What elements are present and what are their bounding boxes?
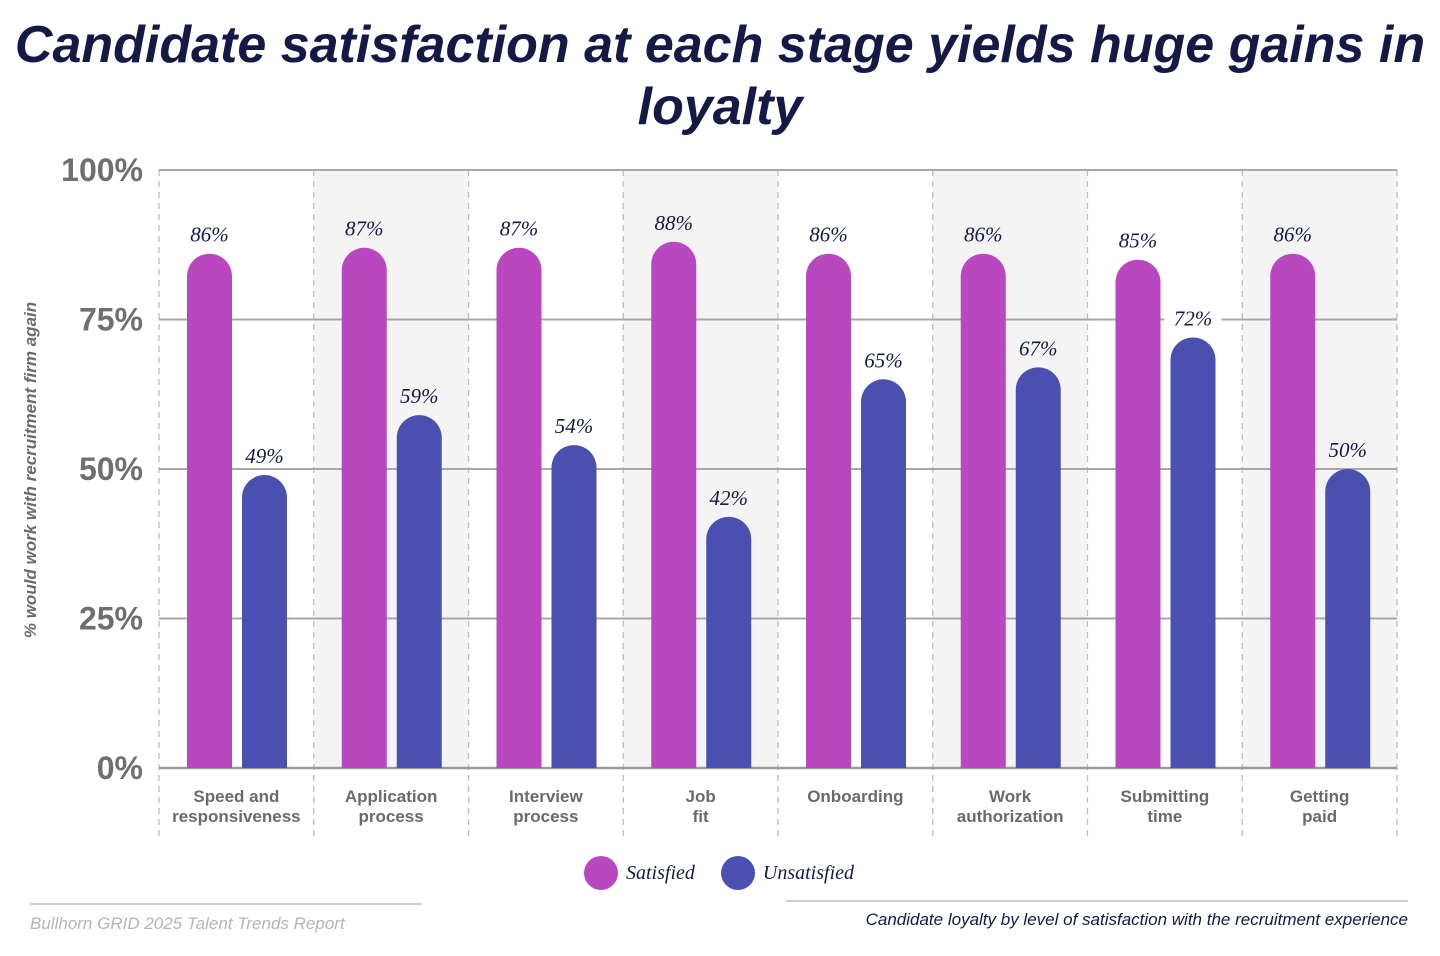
source-note: Bullhorn GRID 2025 Talent Trends Report [30,914,345,933]
y-tick-label: 50% [79,451,143,487]
x-tick-label: Speed and [193,787,279,806]
bar-satisfied [341,247,387,769]
data-label-bg [1109,229,1167,252]
data-label-bg [1319,439,1377,461]
bar-unsatisfied [396,415,442,768]
y-tick-label: 100% [61,152,143,188]
x-tick-label: authorization [957,807,1064,826]
data-label-bg [545,415,603,438]
legend-swatch-unsatisfied [720,856,755,890]
data-label: 67% [1019,336,1058,360]
data-label: 86% [190,223,229,247]
data-label: 87% [345,217,384,241]
bar-satisfied [1270,253,1316,769]
bar-satisfied [806,253,851,769]
x-tick-label: time [1147,807,1182,826]
data-label: 86% [1274,223,1313,247]
chart-caption: Candidate loyalty by level of satisfacti… [865,910,1408,929]
data-label: 86% [964,223,1003,247]
legend-swatch-satisfied [584,856,618,890]
bar-unsatisfied [1170,337,1216,768]
data-label-bg [1264,223,1322,246]
legend-label-unsatisfied: Unsatisfied [762,861,855,884]
bar-unsatisfied [861,379,906,768]
bar-unsatisfied [242,474,287,768]
bar-satisfied [960,253,1006,769]
y-tick-label: 0% [97,750,143,786]
data-label-bg [390,385,448,408]
bar-satisfied [496,247,542,769]
x-tick-label: paid [1302,807,1337,826]
data-label: 86% [809,223,848,247]
bar-unsatisfied [1015,367,1061,768]
bar-unsatisfied [1325,469,1371,768]
footer-rule-left [30,903,422,905]
data-label: 88% [655,211,694,235]
data-label: 65% [864,348,903,372]
x-tick-label: Submitting [1120,787,1209,806]
data-label-bg [1164,307,1222,330]
data-label: 85% [1119,229,1158,253]
y-tick-label: 75% [79,302,143,338]
chart-title: Candidate satisfaction at each stage yie… [14,16,1426,136]
bar-satisfied [1115,259,1161,768]
data-label: 87% [500,217,539,241]
bar-unsatisfied [551,445,597,768]
x-tick-label: Application [345,787,438,806]
data-label-bg [236,444,293,467]
data-label-bg [490,217,548,240]
x-tick-label: Job [686,787,716,806]
x-tick-label: Work [989,787,1032,806]
x-tick-label: responsiveness [172,807,301,826]
x-tick-label: Getting [1290,787,1350,806]
data-label-bg [1009,337,1067,360]
x-tick-label: process [359,807,424,826]
data-label: 59% [400,384,439,408]
x-tick-label: process [513,807,578,826]
data-label-bg [800,223,857,246]
data-label: 49% [245,444,284,468]
data-label: 42% [710,486,749,510]
data-label-bg [954,223,1012,246]
data-label-bg [181,223,238,246]
data-label-bg [855,349,912,372]
data-label: 50% [1329,438,1368,462]
data-label: 72% [1174,306,1213,330]
data-label-bg [335,217,393,240]
bar-unsatisfied [706,516,752,768]
data-label-bg [700,486,758,509]
bar-satisfied [187,253,232,769]
y-tick-label: 25% [79,601,143,637]
data-label: 54% [555,414,594,438]
bar-satisfied [651,241,697,768]
x-tick-label: Interview [509,787,583,806]
legend: Satisfied Unsatisfied [584,856,872,890]
footer-rule-right [786,900,1408,902]
data-label-bg [645,211,703,234]
x-tick-label: fit [693,807,709,826]
x-tick-label: Onboarding [807,787,903,806]
legend-label-satisfied: Satisfied [626,861,695,884]
